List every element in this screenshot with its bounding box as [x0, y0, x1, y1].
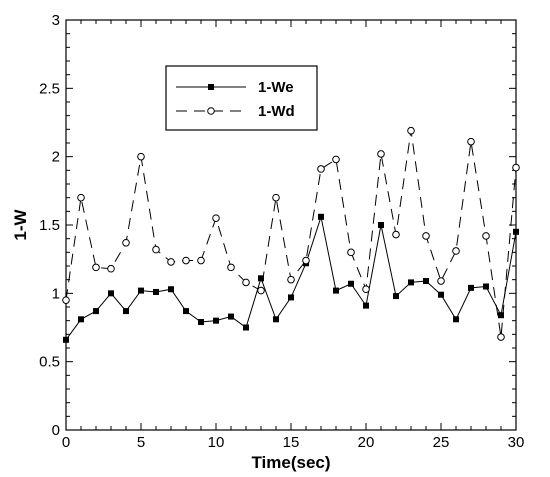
data-point-1-We [108, 290, 114, 297]
data-point-1-We [423, 278, 429, 285]
data-point-1-We [513, 228, 519, 235]
legend-marker-1-Wd [207, 107, 215, 115]
data-point-1-We [348, 280, 354, 287]
data-point-1-We [318, 213, 324, 220]
data-point-1-Wd [167, 258, 175, 266]
data-point-1-Wd [137, 152, 145, 161]
data-point-1-We [183, 308, 189, 315]
data-point-1-We [78, 316, 84, 323]
data-point-1-We [498, 312, 504, 319]
data-point-1-Wd [512, 163, 520, 172]
y-tick-label: 2.5 [39, 80, 60, 97]
data-point-1-Wd [482, 232, 490, 240]
data-point-1-Wd [182, 256, 190, 265]
y-tick-label: 3 [52, 12, 60, 29]
series-layer [62, 126, 520, 343]
data-point-1-We [483, 283, 489, 290]
data-point-1-We [408, 279, 414, 286]
data-point-1-Wd [107, 264, 115, 273]
x-tick-label: 20 [358, 434, 375, 451]
data-point-1-Wd [242, 278, 250, 287]
data-point-1-We [138, 287, 144, 294]
y-tick-label: 1 [52, 285, 60, 302]
x-tick-label: 5 [137, 434, 145, 451]
data-point-1-Wd [152, 245, 160, 254]
data-point-1-Wd [317, 165, 325, 173]
data-point-1-Wd [287, 275, 295, 284]
legend-label-1-We: 1-We [258, 79, 294, 96]
y-tick-label: 2 [52, 149, 60, 166]
data-point-1-We [123, 308, 129, 315]
x-tick-label: 15 [283, 434, 300, 451]
data-point-1-Wd [77, 193, 85, 202]
data-point-1-Wd [407, 126, 415, 135]
data-point-1-We [213, 317, 219, 324]
y-tick-label: 1.5 [39, 217, 60, 234]
data-point-1-We [168, 286, 174, 293]
data-point-1-We [453, 316, 459, 323]
y-axis-title: 1-W [11, 208, 30, 240]
data-point-1-Wd [332, 155, 340, 164]
data-point-1-We [153, 288, 159, 295]
data-point-1-Wd [62, 296, 70, 304]
data-point-1-Wd [362, 285, 370, 294]
data-point-1-Wd [467, 137, 475, 146]
data-point-1-Wd [302, 256, 310, 265]
data-point-1-We [393, 293, 399, 300]
data-point-1-We [333, 287, 339, 294]
data-point-1-Wd [227, 263, 235, 272]
x-tick-label: 10 [208, 434, 225, 451]
data-point-1-We [198, 319, 204, 326]
data-point-1-Wd [347, 248, 355, 257]
legend-marker-1-We [208, 84, 214, 90]
data-point-1-We [438, 291, 444, 298]
data-point-1-We [468, 284, 474, 291]
data-point-1-Wd [272, 193, 280, 202]
series-1-Wd [62, 126, 520, 341]
legend-box [165, 65, 318, 131]
data-point-1-Wd [422, 232, 430, 240]
data-point-1-Wd [197, 256, 205, 265]
data-point-1-Wd [377, 150, 385, 158]
data-point-1-We [288, 294, 294, 301]
data-point-1-We [378, 222, 384, 228]
y-tick-label: 0 [52, 422, 60, 439]
data-point-1-Wd [452, 247, 460, 255]
x-axis-title: Time(sec) [251, 453, 330, 472]
y-tick-label: 0.5 [39, 354, 60, 371]
data-point-1-Wd [257, 286, 265, 295]
data-point-1-We [228, 313, 234, 320]
data-point-1-Wd [497, 333, 505, 341]
legend-label-1-Wd: 1-Wd [258, 103, 295, 120]
legend: 1-We 1-Wd [165, 65, 318, 131]
data-point-1-We [363, 302, 369, 309]
plot-axes: 0 5 10 15 20 25 30 0 0.5 1 1.5 2 2.5 3 [39, 12, 524, 451]
data-point-1-Wd [92, 263, 100, 272]
x-tick-label: 25 [433, 434, 450, 451]
data-point-1-Wd [437, 277, 445, 285]
x-tick-label: 30 [508, 434, 525, 451]
data-point-1-We [63, 336, 69, 343]
data-point-1-Wd [122, 238, 130, 247]
data-point-1-We [93, 308, 99, 315]
data-point-1-Wd [392, 230, 400, 239]
data-point-1-Wd [212, 214, 220, 222]
data-point-1-We [243, 324, 249, 331]
x-tick-label: 0 [62, 434, 70, 451]
data-point-1-We [258, 275, 264, 282]
data-point-1-We [273, 316, 279, 323]
